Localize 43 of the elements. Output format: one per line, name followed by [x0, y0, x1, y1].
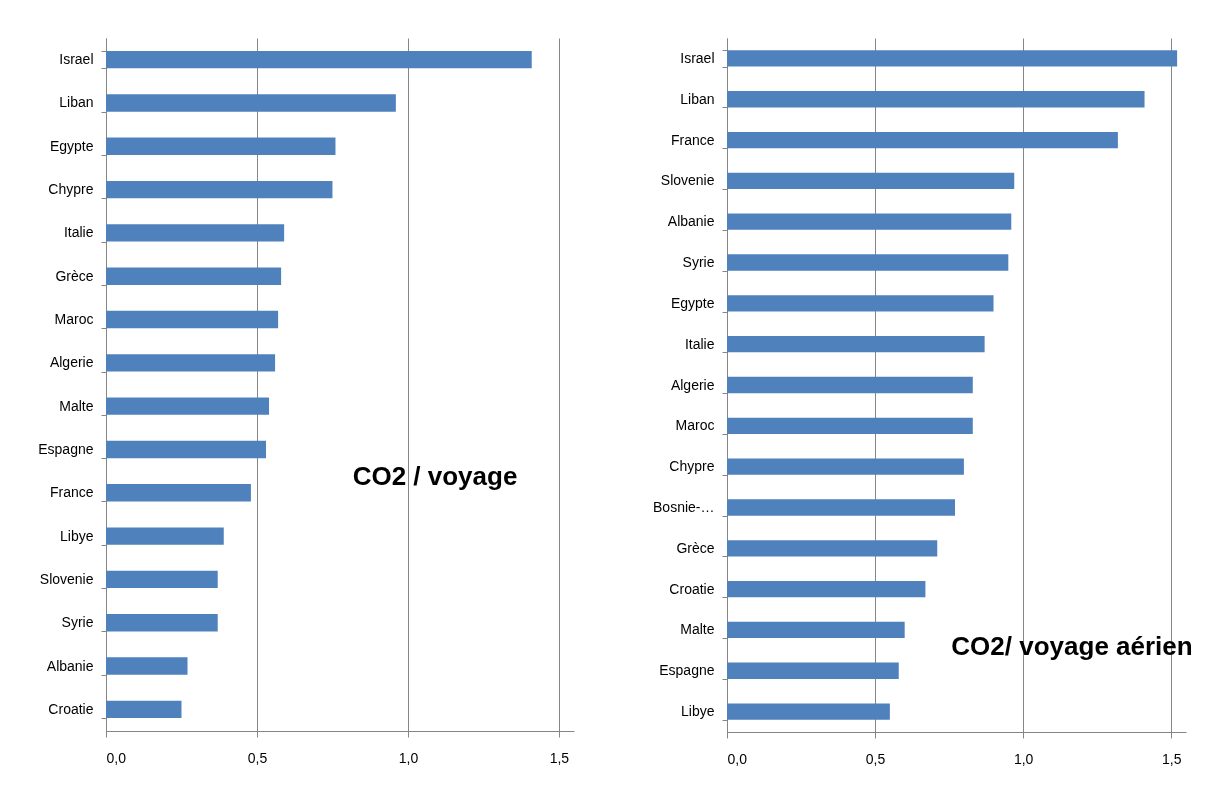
y-tick-label: Slovenie [39, 570, 94, 587]
x-tick-label: 0,5 [247, 749, 268, 766]
y-tick-label: France [670, 131, 715, 148]
x-tick-label: 0,5 [865, 750, 886, 767]
y-tick-label: Libye [60, 527, 94, 544]
y-tick-label: Italie [684, 335, 715, 352]
y-tick-label: Syrie [61, 614, 94, 631]
y-tick-label: Slovenie [660, 172, 715, 189]
y-tick-label: Syrie [682, 254, 715, 271]
y-tick-label: Espagne [659, 662, 715, 679]
x-tick-label: 0,0 [727, 750, 748, 767]
y-tick-label: Algerie [49, 354, 94, 371]
y-tick-label: Israel [680, 49, 715, 66]
y-tick-label: Chypre [48, 181, 94, 198]
x-tick-label: 1,5 [1161, 750, 1182, 767]
y-tick-label: Israel [59, 51, 94, 68]
x-tick-label: 0,0 [106, 749, 127, 766]
y-tick-label: Grèce [676, 539, 715, 556]
y-tick-label: Italie [63, 224, 94, 241]
y-tick-label: Egypte [49, 137, 94, 154]
text: CO2/ voyage aérien [951, 631, 1193, 661]
y-tick-label: France [49, 484, 94, 501]
y-tick-label: Malte [59, 397, 94, 414]
y-tick-label: Albanie [46, 657, 94, 674]
y-tick-label: Libye [681, 703, 715, 720]
y-tick-label: Liban [680, 90, 715, 107]
y-tick-label: Maroc [54, 311, 94, 328]
y-tick-label: Malte [680, 621, 715, 638]
y-tick-label: Croatie [669, 580, 715, 597]
y-tick-label: Grèce [55, 267, 94, 284]
x-tick-label: 1,5 [549, 749, 570, 766]
y-tick-label: Albanie [667, 213, 715, 230]
y-tick-label: Algerie [670, 376, 715, 393]
y-tick-label: Liban [59, 94, 94, 111]
y-tick-label: Egypte [670, 294, 715, 311]
y-tick-label: Maroc [675, 417, 715, 434]
y-tick-label: Croatie [48, 700, 94, 717]
x-tick-label: 1,0 [398, 749, 419, 766]
y-tick-label: Espagne [38, 440, 94, 457]
text: CO2 / voyage [352, 461, 518, 491]
x-tick-label: 1,0 [1013, 750, 1034, 767]
y-tick-label: Bosnie-… [653, 498, 715, 515]
y-tick-label: Chypre [669, 458, 715, 475]
